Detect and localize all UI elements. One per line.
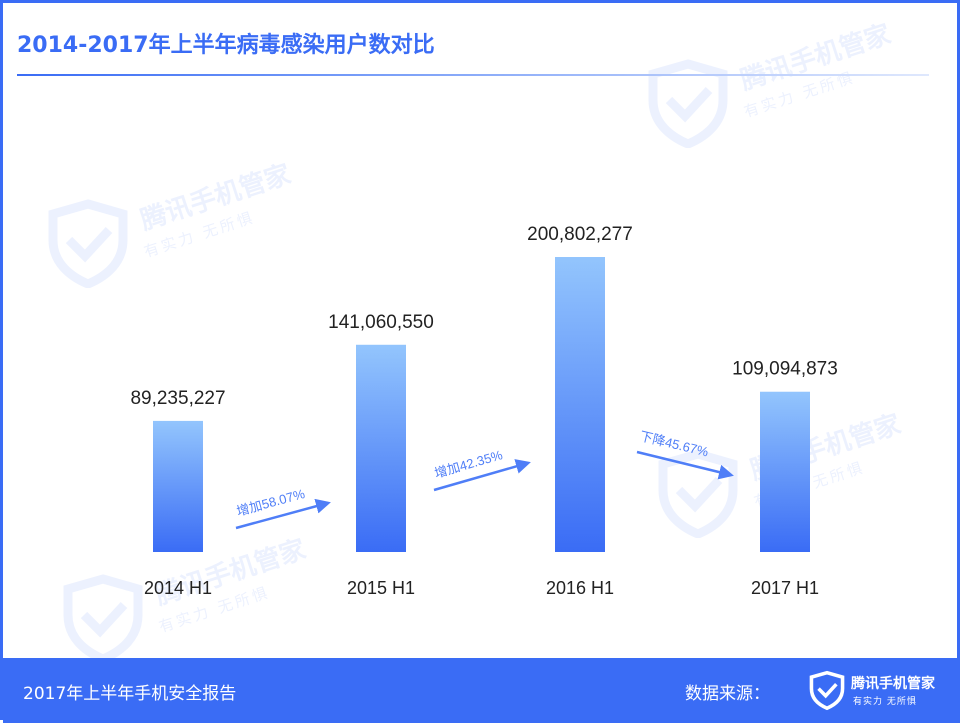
bar — [356, 344, 406, 552]
bar-value-label: 141,060,550 — [328, 312, 434, 333]
title-divider — [17, 74, 929, 76]
shield-check-icon — [809, 670, 845, 711]
bar — [153, 420, 203, 552]
annotations-layer: 增加58.07%增加42.35%下降45.67% — [235, 428, 734, 530]
footer-logo-name: 腾讯手机管家 — [851, 676, 935, 692]
increase-arrow-icon — [235, 498, 331, 530]
increase-arrow-icon — [433, 459, 531, 492]
bar-value-label: 89,235,227 — [130, 388, 225, 409]
change-annotation: 增加58.07% — [235, 486, 307, 519]
bar — [555, 257, 605, 552]
category-label: 2015 H1 — [347, 578, 415, 598]
change-annotation: 增加42.35% — [433, 447, 505, 481]
page-title: 2014-2017年上半年病毒感染用户数对比 — [17, 33, 435, 58]
bar — [760, 391, 810, 552]
bar-value-label: 109,094,873 — [732, 359, 838, 380]
footer-bar: 2017年上半年手机安全报告 数据来源： 腾讯手机管家 有实力 无所惧 — [3, 658, 960, 723]
category-label: 2017 H1 — [751, 578, 819, 598]
bar-chart: 89,235,227 2014 H1 141,060,550 2015 H1 200,8… — [130, 224, 837, 598]
decrease-arrow-icon — [636, 450, 734, 480]
category-label: 2016 H1 — [546, 578, 614, 598]
footer-report-name: 2017年上半年手机安全报告 — [23, 684, 237, 704]
category-label: 2014 H1 — [144, 578, 212, 598]
bars-layer: 89,235,227 2014 H1 141,060,550 2015 H1 200,8… — [130, 224, 837, 598]
bar-value-label: 200,802,277 — [527, 224, 633, 245]
footer-source-label: 数据来源： — [685, 684, 770, 704]
footer-logo: 腾讯手机管家 有实力 无所惧 — [803, 667, 953, 715]
footer-logo-slogan: 有实力 无所惧 — [853, 697, 917, 707]
